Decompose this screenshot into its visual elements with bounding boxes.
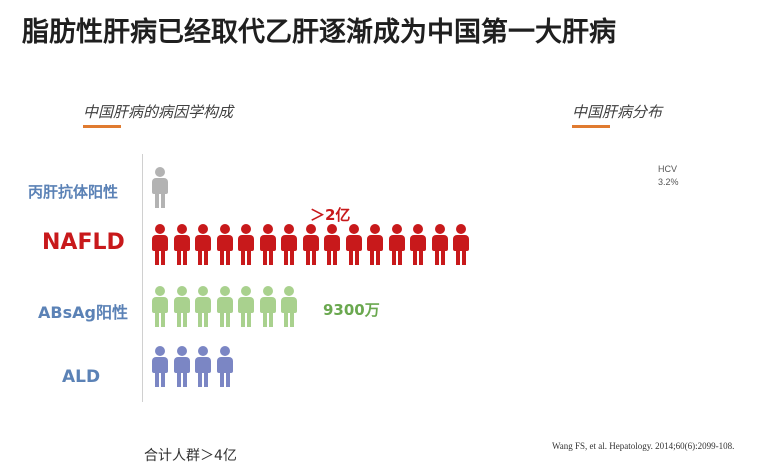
axis-line: [142, 154, 143, 402]
absag-note: 9300万: [323, 301, 380, 319]
right-heading-text: 中国肝病分布: [572, 103, 663, 121]
person-icon: [281, 224, 297, 266]
person-icon: [431, 224, 448, 266]
person-icon: [173, 346, 190, 388]
hcv-label: HCV: [658, 164, 678, 174]
right-heading-underline: [572, 125, 610, 128]
person-icon: [195, 286, 211, 328]
person-icon: [388, 224, 405, 266]
person-icon: [345, 224, 362, 266]
person-icon: [410, 224, 426, 266]
row-label-absag: ABsAg阳性: [38, 303, 128, 322]
citation: Wang FS, et al. Hepatology. 2014;60(6):2…: [552, 441, 735, 451]
nafld-note: ＞2亿: [310, 206, 351, 224]
person-icon: [152, 224, 168, 266]
hcv-value: 3.2%: [658, 177, 679, 187]
left-heading-text: 中国肝病的病因学构成: [83, 103, 234, 121]
row-label-nafld: NAFLD: [42, 230, 125, 255]
person-icon: [367, 224, 383, 266]
person-icon: [259, 224, 276, 266]
left-heading-underline: [83, 125, 121, 128]
person-icon: [152, 346, 168, 388]
slide-title: 脂肪性肝病已经取代乙肝逐渐成为中国第一大肝病: [22, 17, 616, 48]
person-icon: [152, 286, 168, 328]
row-label-ald: ALD: [62, 367, 101, 387]
person-icon: [259, 286, 276, 328]
person-icon: [152, 167, 168, 209]
person-icon: [216, 346, 233, 388]
person-icon: [453, 224, 469, 266]
person-icon: [216, 286, 233, 328]
person-icon: [173, 224, 190, 266]
person-icon: [238, 286, 254, 328]
total-population: 合计人群＞4亿: [144, 448, 237, 464]
person-icon: [238, 224, 254, 266]
right-heading: 中国肝病分布: [572, 101, 663, 128]
person-icon: [195, 346, 211, 388]
left-heading: 中国肝病的病因学构成: [83, 101, 234, 128]
person-icon: [216, 224, 233, 266]
person-icon: [173, 286, 190, 328]
person-icon: [324, 224, 340, 266]
person-icon: [195, 224, 211, 266]
person-icon: [302, 224, 319, 266]
person-icon: [281, 286, 297, 328]
row-label-hcv-antibody: 丙肝抗体阳性: [28, 183, 119, 201]
